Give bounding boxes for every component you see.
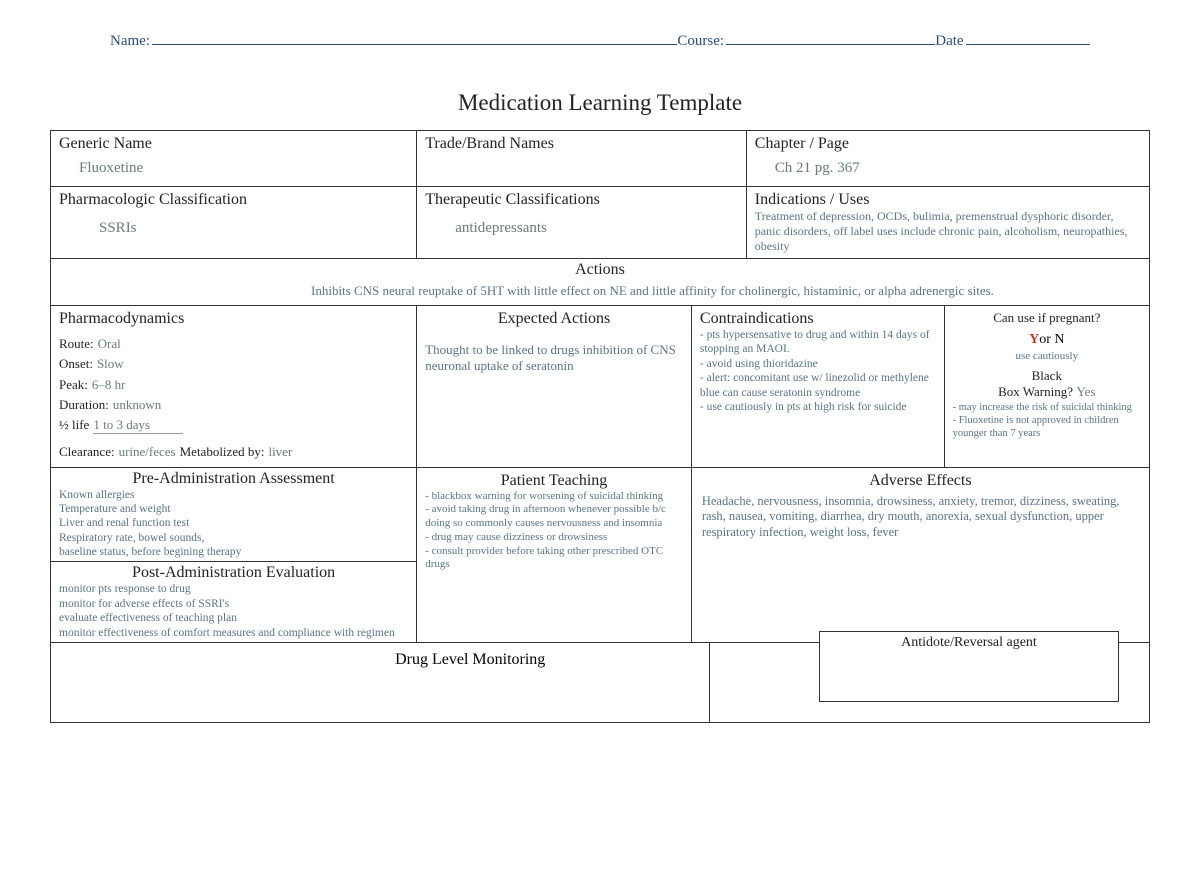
half-label: ½ life bbox=[59, 417, 89, 433]
pharmacodynamics-cell: Pharmacodynamics Route: Oral Onset: Slow… bbox=[51, 306, 417, 468]
pharm-class-cell: Pharmacologic Classification SSRIs bbox=[51, 187, 417, 259]
route-label: Route: bbox=[59, 336, 94, 352]
ther-class-value: antidepressants bbox=[425, 209, 738, 246]
ther-class-label: Therapeutic Classifications bbox=[425, 191, 738, 209]
expected-value: Thought to be linked to drugs inhibition… bbox=[425, 342, 683, 375]
metab-value: liver bbox=[268, 444, 292, 460]
page-header: Name: Course: Date bbox=[110, 30, 1090, 50]
postadmin-label: Post-Administration Evaluation bbox=[59, 564, 408, 582]
actions-body: Inhibits CNS neural reuptake of 5HT with… bbox=[51, 281, 1150, 306]
generic-name-cell: Generic Name Fluoxetine bbox=[51, 131, 417, 187]
indications-cell: Indications / Uses Treatment of depressi… bbox=[747, 187, 1150, 259]
expected-cell: Expected Actions Thought to be linked to… bbox=[417, 306, 692, 468]
actions-label: Actions bbox=[575, 261, 625, 278]
clearance-value: urine/feces bbox=[119, 444, 176, 460]
page-title: Medication Learning Template bbox=[50, 90, 1150, 116]
pregnancy-y: Y bbox=[1029, 332, 1039, 347]
expected-label: Expected Actions bbox=[425, 310, 683, 328]
teaching-value: - blackbox warning for worsening of suic… bbox=[425, 490, 683, 573]
chapter-cell: Chapter / Page Ch 21 pg. 367 bbox=[747, 131, 1150, 187]
pharm-class-label: Pharmacologic Classification bbox=[59, 191, 408, 209]
indications-value: Treatment of depression, OCDs, bulimia, … bbox=[755, 209, 1141, 254]
indications-label: Indications / Uses bbox=[755, 191, 1141, 209]
postadmin-value: monitor pts response to drug monitor for… bbox=[59, 582, 408, 640]
box-value: Yes bbox=[1077, 384, 1096, 399]
contra-value: - pts hypersensative to drug and within … bbox=[700, 328, 936, 414]
pd-label: Pharmacodynamics bbox=[59, 310, 408, 328]
generic-name-label: Generic Name bbox=[59, 135, 408, 153]
box-note: - may increase the risk of suicidal thin… bbox=[953, 401, 1141, 440]
druglevel-cell: Drug Level Monitoring bbox=[51, 643, 710, 723]
actions-header: Actions bbox=[51, 259, 1150, 281]
preadmin-label: Pre-Administration Assessment bbox=[59, 470, 408, 488]
peak-label: Peak: bbox=[59, 377, 88, 393]
course-underline bbox=[726, 30, 935, 45]
pregnancy-yn: or N bbox=[1039, 332, 1064, 347]
pregnancy-cell: Can use if pregnant? Yor N use cautiousl… bbox=[945, 306, 1150, 468]
onset-label: Onset: bbox=[59, 356, 93, 372]
course-label: Course: bbox=[677, 33, 724, 50]
peak-value: 6–8 hr bbox=[92, 377, 126, 393]
pregnancy-label: Can use if pregnant? bbox=[953, 310, 1141, 326]
template-grid: Generic Name Fluoxetine Trade/Brand Name… bbox=[50, 130, 1150, 723]
route-value: Oral bbox=[98, 336, 121, 352]
adverse-value: Headache, nervousness, insomnia, drowsin… bbox=[700, 490, 1141, 545]
duration-value: unknown bbox=[113, 397, 161, 413]
onset-value: Slow bbox=[97, 356, 124, 372]
adverse-cell: Adverse Effects Headache, nervousness, i… bbox=[692, 468, 1150, 643]
name-underline bbox=[152, 30, 677, 45]
contra-cell: Contraindications - pts hypersensative t… bbox=[692, 306, 945, 468]
teaching-cell: Patient Teaching - blackbox warning for … bbox=[417, 468, 692, 643]
antidote-outer: Antidote/Reversal agent bbox=[710, 643, 1150, 723]
generic-name-value: Fluoxetine bbox=[59, 153, 408, 182]
clearance-label: Clearance: bbox=[59, 444, 115, 460]
admin-cell: Pre-Administration Assessment Known alle… bbox=[51, 468, 417, 643]
black-label: Black bbox=[953, 368, 1141, 384]
ther-class-cell: Therapeutic Classifications antidepressa… bbox=[417, 187, 747, 259]
trade-name-label: Trade/Brand Names bbox=[425, 135, 738, 153]
chapter-label: Chapter / Page bbox=[755, 135, 1141, 153]
pharm-class-value: SSRIs bbox=[59, 209, 408, 246]
pregnancy-note: use cautiously bbox=[953, 350, 1141, 364]
preadmin-value: Known allergies Temperature and weight L… bbox=[59, 488, 408, 560]
antidote-box: Antidote/Reversal agent bbox=[819, 631, 1119, 702]
chapter-value: Ch 21 pg. 367 bbox=[755, 153, 1141, 182]
metab-label: Metabolized by: bbox=[180, 444, 265, 460]
box-label: Box Warning? bbox=[998, 384, 1073, 399]
date-label: Date bbox=[935, 33, 963, 50]
adverse-label: Adverse Effects bbox=[700, 472, 1141, 490]
antidote-label: Antidote/Reversal agent bbox=[901, 635, 1037, 650]
trade-name-cell: Trade/Brand Names bbox=[417, 131, 747, 187]
half-value: 1 to 3 days bbox=[93, 417, 183, 434]
teaching-label: Patient Teaching bbox=[425, 472, 683, 490]
date-underline bbox=[966, 30, 1090, 45]
name-label: Name: bbox=[110, 33, 150, 50]
actions-value: Inhibits CNS neural reuptake of 5HT with… bbox=[311, 283, 1141, 299]
duration-label: Duration: bbox=[59, 397, 109, 413]
contra-label: Contraindications bbox=[700, 310, 936, 328]
druglevel-label: Drug Level Monitoring bbox=[239, 647, 701, 673]
